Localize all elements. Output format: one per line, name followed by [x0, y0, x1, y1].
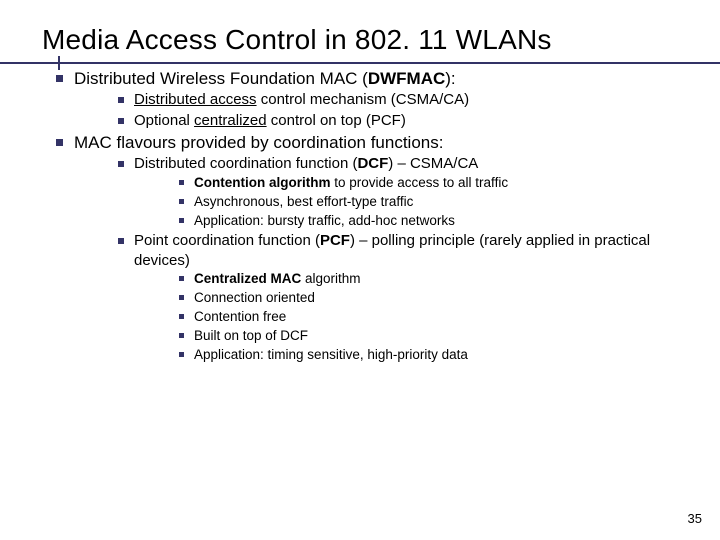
text: control on top (PCF) — [267, 112, 406, 129]
bullet-centralized: Optional centralized control on top (PCF… — [110, 111, 698, 131]
bullet-dcf: Distributed coordination function (DCF) … — [110, 154, 698, 229]
page-number: 35 — [688, 511, 702, 526]
text: Distributed Wireless Foundation MAC ( — [74, 69, 368, 88]
bullet-app-timing: Application: timing sensitive, high-prio… — [170, 346, 698, 364]
text: Point coordination function ( — [134, 232, 320, 249]
bullet-contention-algo: Contention algorithm to provide access t… — [170, 174, 698, 192]
slide: Media Access Control in 802. 11 WLANs Di… — [0, 0, 720, 540]
text-underline: Distributed access — [134, 91, 257, 108]
text-bold: Contention algorithm — [194, 175, 330, 190]
text-bold: Centralized MAC — [194, 271, 301, 286]
text: MAC flavours provided by coordination fu… — [74, 133, 443, 152]
bullet-list-lvl3: Centralized MAC algorithm Connection ori… — [170, 270, 698, 363]
title-pre: Media Access Control in 802. 11 — [42, 24, 456, 55]
bullet-distributed-access: Distributed access control mechanism (CS… — [110, 90, 698, 110]
text: Connection oriented — [194, 290, 315, 305]
text: to provide access to all traffic — [330, 175, 508, 190]
text: Optional — [134, 112, 194, 129]
title-underline — [0, 62, 720, 64]
bullet-list-lvl1: Distributed Wireless Foundation MAC (DWF… — [50, 68, 698, 363]
slide-title: Media Access Control in 802. 11 WLANs — [42, 24, 552, 55]
bullet-list-lvl2: Distributed coordination function (DCF) … — [110, 154, 698, 363]
text: control mechanism (CSMA/CA) — [257, 91, 470, 108]
text: ) – CSMA/CA — [388, 155, 478, 172]
bullet-dwfmac: Distributed Wireless Foundation MAC (DWF… — [50, 68, 698, 131]
text-bold: DWFMAC — [368, 69, 445, 88]
bullet-app-bursty: Application: bursty traffic, add-hoc net… — [170, 212, 698, 230]
text: Application: bursty traffic, add-hoc net… — [194, 213, 455, 228]
bullet-centralized-mac: Centralized MAC algorithm — [170, 270, 698, 288]
bullet-list-lvl2: Distributed access control mechanism (CS… — [110, 90, 698, 131]
bullet-conn-oriented: Connection oriented — [170, 289, 698, 307]
text: Contention free — [194, 309, 286, 324]
bullet-built-on-dcf: Built on top of DCF — [170, 327, 698, 345]
text: Built on top of DCF — [194, 328, 308, 343]
title-wlans: WLANs — [456, 24, 552, 55]
bullet-async: Asynchronous, best effort-type traffic — [170, 193, 698, 211]
text-bold: PCF — [320, 232, 350, 249]
title-wrap: Media Access Control in 802. 11 WLANs — [42, 24, 698, 56]
bullet-contention-free: Contention free — [170, 308, 698, 326]
bullet-mac-flavours: MAC flavours provided by coordination fu… — [50, 132, 698, 363]
text: Asynchronous, best effort-type traffic — [194, 194, 413, 209]
text-bold: DCF — [357, 155, 388, 172]
bullet-list-lvl3: Contention algorithm to provide access t… — [170, 174, 698, 229]
text-underline: centralized — [194, 112, 267, 129]
text: Application: timing sensitive, high-prio… — [194, 347, 468, 362]
bullet-pcf: Point coordination function (PCF) – poll… — [110, 231, 698, 364]
text: Distributed coordination function ( — [134, 155, 357, 172]
text: algorithm — [301, 271, 360, 286]
text: ): — [445, 69, 455, 88]
